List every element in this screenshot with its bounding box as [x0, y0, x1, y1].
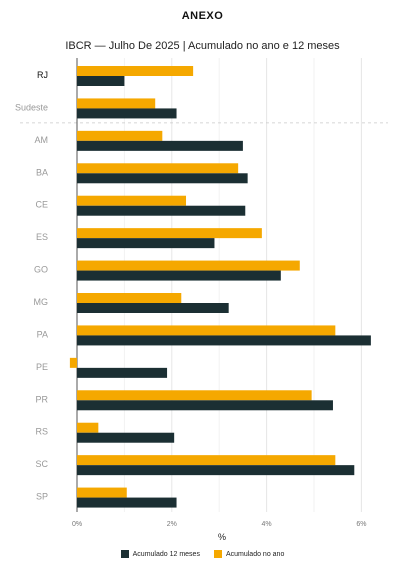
bar-no-ano-go — [77, 260, 300, 271]
legend: Acumulado 12 meses Acumulado no ano — [0, 550, 405, 558]
x-tick-label-1: 2% — [167, 521, 177, 528]
x-tick-label-2: 4% — [262, 521, 272, 528]
bar-12-meses-sudeste — [77, 108, 177, 119]
category-label-am: AM — [35, 135, 49, 145]
bar-no-ano-es — [77, 228, 262, 239]
category-label-sc: SC — [35, 459, 48, 469]
category-label-sp: SP — [36, 492, 48, 502]
category-label-sudeste: Sudeste — [15, 102, 48, 112]
bar-no-ano-mg — [77, 293, 182, 303]
category-label-ce: CE — [35, 200, 48, 210]
bar-12-meses-sp — [77, 497, 177, 508]
category-label-pa: PA — [37, 329, 48, 339]
category-label-pr: PR — [35, 394, 48, 404]
bar-12-meses-pr — [77, 400, 333, 411]
bar-no-ano-pa — [77, 325, 336, 336]
bar-no-ano-rj — [77, 66, 194, 76]
bar-12-meses-mg — [77, 303, 229, 313]
legend-item-12-meses[interactable]: Acumulado 12 meses — [120, 550, 200, 558]
bar-no-ano-pr — [77, 390, 312, 401]
bar-no-ano-ce — [77, 195, 187, 206]
bar-12-meses-ce — [77, 205, 246, 216]
category-label-ba: BA — [36, 167, 48, 177]
category-label-pe: PE — [36, 362, 48, 372]
x-axis-label: % — [218, 532, 226, 542]
bar-12-meses-sc — [77, 465, 355, 476]
bar-12-meses-rj — [77, 76, 125, 86]
category-label-go: GO — [34, 265, 48, 275]
bar-12-meses-go — [77, 270, 281, 281]
bar-no-ano-ba — [77, 163, 239, 174]
legend-label-12-meses: Acumulado 12 meses — [132, 550, 200, 558]
x-tick-label-0: 0% — [72, 521, 82, 528]
bar-12-meses-rs — [77, 432, 175, 443]
bar-12-meses-ba — [77, 173, 248, 184]
chart-title: IBCR — Julho De 2025 | Acumulado no ano … — [65, 40, 340, 52]
bar-no-ano-rs — [77, 422, 99, 433]
bar-no-ano-am — [77, 130, 163, 141]
bar-12-meses-pa — [77, 335, 371, 346]
bar-no-ano-sp — [77, 487, 127, 498]
category-label-rs: RS — [35, 427, 48, 437]
category-label-mg: MG — [34, 297, 49, 307]
bar-no-ano-pe — [69, 357, 77, 368]
bar-12-meses-pe — [77, 367, 168, 378]
legend-item-no-ano[interactable]: Acumulado no ano — [213, 550, 285, 558]
page-heading: ANEXO — [181, 10, 224, 22]
category-label-rj: RJ — [37, 70, 48, 80]
legend-label-no-ano: Acumulado no ano — [225, 550, 285, 558]
x-tick-label-3: 6% — [356, 521, 366, 528]
legend-swatch-12-meses — [120, 550, 129, 558]
bar-12-meses-am — [77, 140, 243, 151]
bar-12-meses-es — [77, 238, 215, 249]
bar-no-ano-sudeste — [77, 98, 156, 109]
bar-no-ano-sc — [77, 455, 336, 466]
legend-swatch-no-ano — [213, 550, 222, 558]
category-label-es: ES — [36, 232, 48, 242]
